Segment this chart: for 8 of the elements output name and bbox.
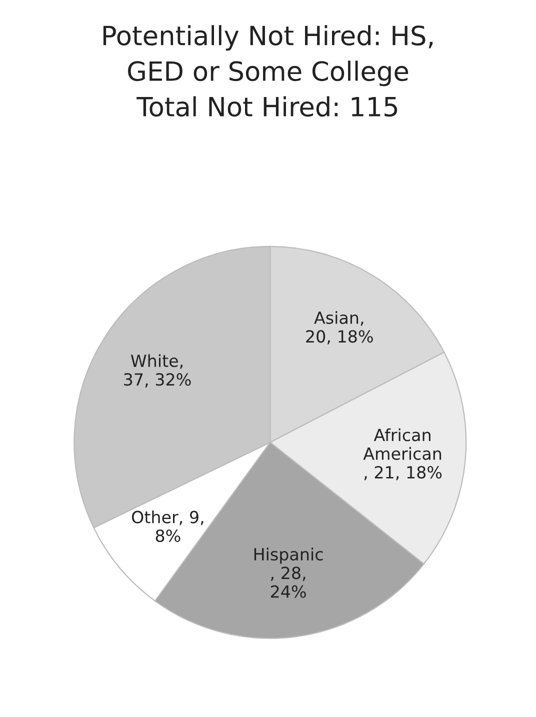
slice-label: Asian, 20, 18%	[306, 311, 373, 344]
data-label: , 28, 24%	[270, 566, 306, 598]
slice-label: Hispanic	[254, 548, 323, 564]
slice-label: White, 37, 32%	[124, 354, 191, 388]
slice-label: African American	[363, 428, 442, 460]
chart-title: Potentially Not Hired: HS, GED or Some College Total Not Hired: 115	[103, 25, 433, 117]
data-label: , 21, 18%	[364, 466, 442, 480]
slice-label: Other, 9, 8%	[132, 510, 204, 542]
